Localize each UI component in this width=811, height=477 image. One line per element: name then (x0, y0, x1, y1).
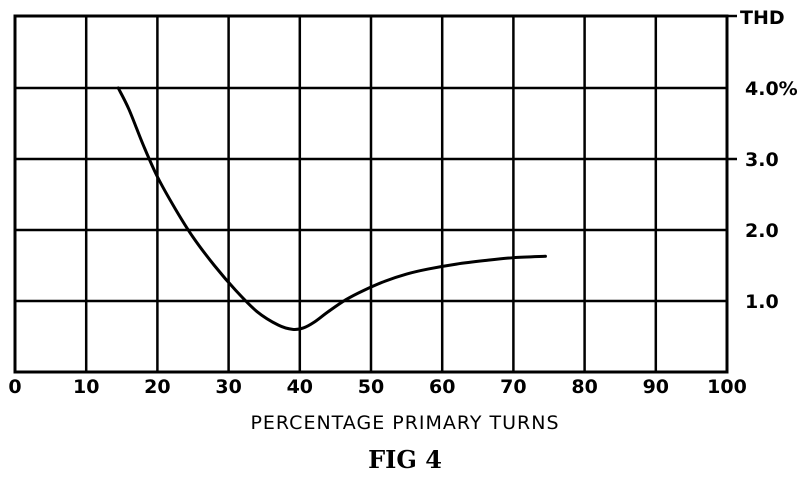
x-tick-label: 10 (73, 376, 99, 398)
series-line (116, 86, 547, 332)
series-layer (116, 86, 547, 332)
y-tick-label: 4.0% (745, 78, 798, 100)
x-tick-label: 30 (215, 376, 241, 398)
x-tick-label: 90 (643, 376, 669, 398)
y-tick-label: 3.0 (745, 149, 779, 171)
figure-caption: FIG 4 (368, 445, 442, 474)
grid (13, 14, 737, 374)
x-tick-label: 100 (707, 376, 747, 398)
x-tick-labels: 0 10 20 30 40 50 60 70 80 90 100 (8, 376, 746, 398)
y-tick-labels: 1.0 2.0 3.0 4.0% (745, 78, 798, 313)
x-tick-label: 50 (358, 376, 384, 398)
x-tick-label: 40 (287, 376, 313, 398)
x-tick-label: 60 (429, 376, 455, 398)
x-tick-label: 20 (144, 376, 170, 398)
x-tick-label: 70 (500, 376, 526, 398)
y-tick-label: 2.0 (745, 220, 779, 242)
x-tick-label: 0 (8, 376, 21, 398)
x-tick-label: 80 (571, 376, 597, 398)
x-axis-title: PERCENTAGE PRIMARY TURNS (250, 412, 559, 434)
y-tick-label: 1.0 (745, 291, 779, 313)
y-axis-title: THD (740, 7, 785, 29)
